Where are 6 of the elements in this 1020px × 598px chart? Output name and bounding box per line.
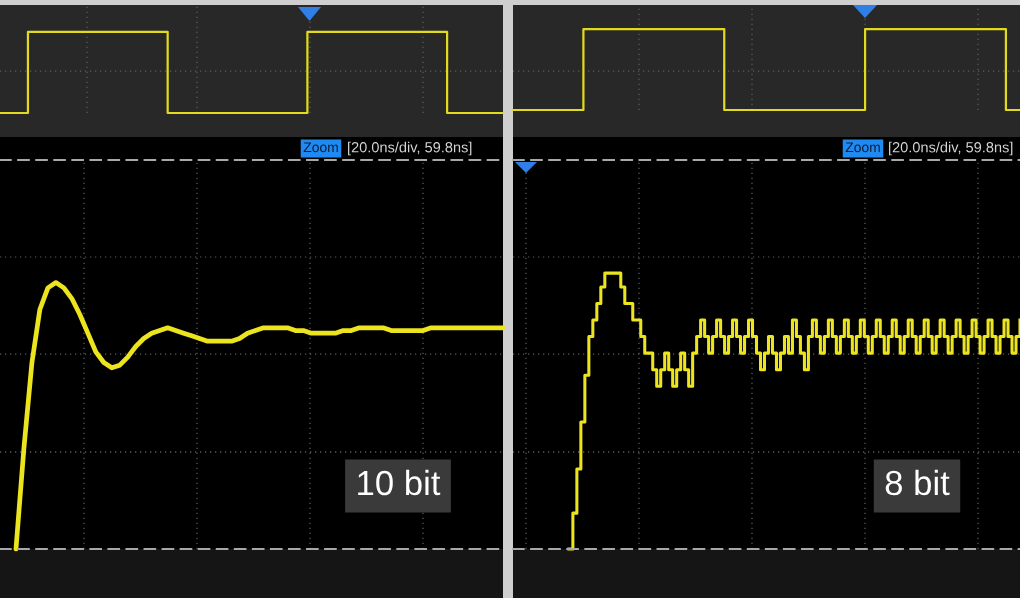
text: Zoom — [303, 142, 338, 153]
text: [20.0ns/div, 59.8ns] — [889, 141, 1013, 156]
annotation: 10 bit — [358, 469, 441, 496]
text: Zoom — [845, 142, 880, 153]
text: [20.0ns/div, 59.8ns] — [348, 141, 472, 156]
annotation: 8 bit — [885, 469, 950, 496]
